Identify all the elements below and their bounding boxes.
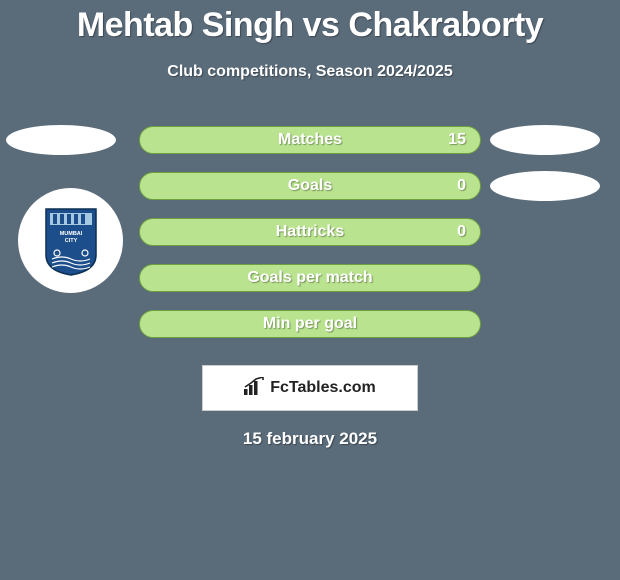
stat-value: 0 bbox=[457, 177, 466, 195]
player-avatar-placeholder-right bbox=[490, 171, 600, 201]
page-title: Mehtab Singh vs Chakraborty bbox=[0, 0, 620, 45]
stat-label: Min per goal bbox=[263, 315, 357, 333]
stat-bar: Hattricks 0 bbox=[139, 218, 481, 246]
club-badge-container: MUMBAI CITY bbox=[18, 188, 123, 293]
player-avatar-placeholder-right bbox=[490, 125, 600, 155]
footer-brand-logo: FcTables.com bbox=[202, 365, 418, 411]
footer-brand-text: FcTables.com bbox=[270, 379, 376, 397]
stat-row: Matches 15 bbox=[0, 117, 620, 163]
chart-icon bbox=[244, 377, 266, 400]
stat-value: 15 bbox=[448, 131, 466, 149]
date-text: 15 february 2025 bbox=[0, 429, 620, 449]
subtitle: Club competitions, Season 2024/2025 bbox=[0, 63, 620, 81]
svg-text:CITY: CITY bbox=[64, 238, 77, 244]
stat-bar: Goals 0 bbox=[139, 172, 481, 200]
stat-bar: Min per goal bbox=[139, 310, 481, 338]
stat-row: Min per goal bbox=[0, 301, 620, 347]
stat-label: Goals bbox=[288, 177, 332, 195]
club-badge-icon: MUMBAI CITY bbox=[42, 205, 100, 277]
player-avatar-placeholder-left bbox=[6, 125, 116, 155]
stat-label: Goals per match bbox=[247, 269, 372, 287]
stat-bar: Goals per match bbox=[139, 264, 481, 292]
stat-bar: Matches 15 bbox=[139, 126, 481, 154]
stat-label: Matches bbox=[278, 131, 342, 149]
stat-label: Hattricks bbox=[276, 223, 344, 241]
stat-value: 0 bbox=[457, 223, 466, 241]
svg-text:MUMBAI: MUMBAI bbox=[59, 231, 82, 237]
